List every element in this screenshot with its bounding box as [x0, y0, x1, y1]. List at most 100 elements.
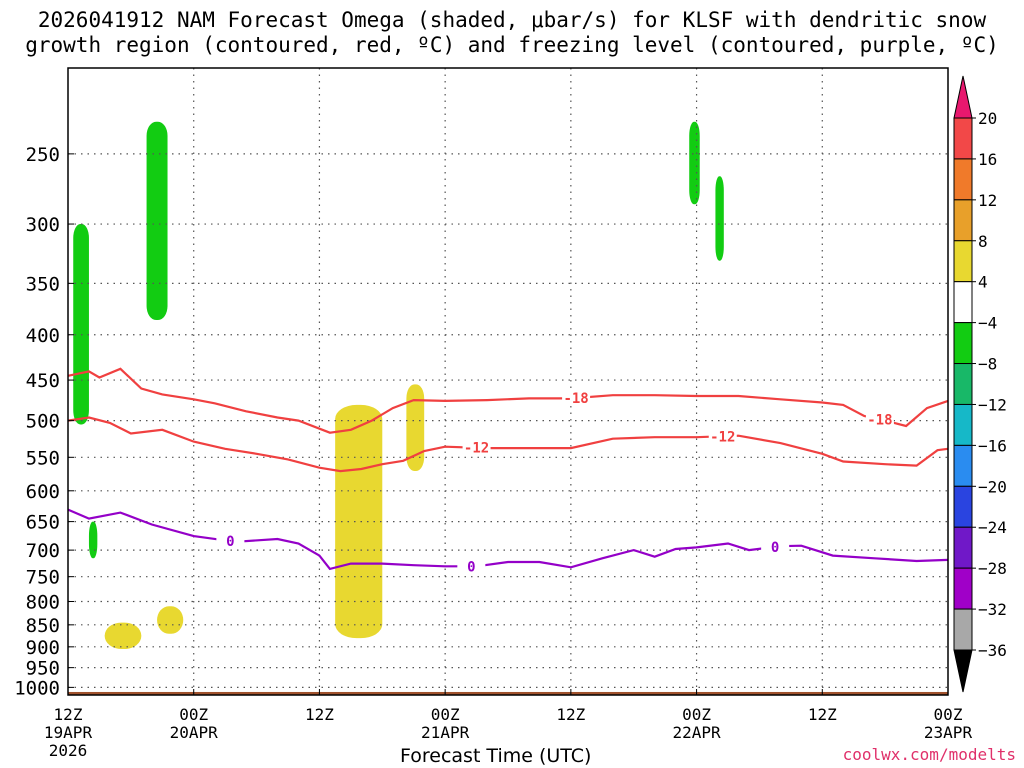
x-tick-label: 19APR	[44, 723, 93, 742]
colorbar-label: −32	[978, 600, 1007, 619]
y-tick-label: 500	[26, 411, 60, 433]
colorbar-label: −36	[978, 641, 1007, 660]
y-tick-label: 400	[26, 325, 60, 347]
colorbar-label: 4	[978, 273, 988, 292]
contour-label: 0	[226, 534, 234, 550]
x-tick-label: 12Z	[54, 705, 83, 724]
contour-label-bg	[462, 440, 491, 455]
y-tick-label: 950	[26, 658, 60, 680]
colorbar-box-8	[953, 444, 973, 487]
y-tick-label: 600	[26, 481, 60, 503]
colorbar-box-10	[953, 526, 973, 569]
x-tick-label: 12Z	[808, 705, 837, 724]
colorbar-box-1	[953, 158, 973, 201]
y-tick-label: 900	[26, 637, 60, 659]
y-tick-label: 1000	[14, 677, 60, 699]
omega-region-4	[88, 521, 98, 559]
y-tick-label: 800	[26, 592, 60, 614]
colorbar-box-7	[953, 403, 973, 446]
x-tick-label: 12Z	[556, 705, 585, 724]
contour-label-bg	[216, 534, 245, 549]
y-tick-label: 650	[26, 512, 60, 534]
colorbar-label: −4	[978, 314, 997, 333]
colorbar-box-3	[953, 240, 973, 283]
x-tick-label: 12Z	[305, 705, 334, 724]
y-tick-label: 550	[26, 447, 60, 469]
omega-shading	[73, 121, 724, 649]
contour-label-bg	[457, 559, 486, 574]
contour-line-1	[67, 416, 949, 473]
y-axis-ticks: 2503003504004505005506006507007508008509…	[14, 144, 74, 699]
x-tick-label: 00Z	[934, 705, 963, 724]
omega-region-5	[335, 404, 383, 639]
colorbar-box-5	[953, 322, 973, 365]
colorbar-box-2	[953, 199, 973, 242]
colorbar-box-4	[953, 281, 973, 324]
omega-region-8	[157, 606, 184, 634]
contour-label-bg	[865, 412, 894, 427]
x-axis-title: Forecast Time (UTC)	[400, 745, 592, 767]
colorbar-box-6	[953, 363, 973, 405]
x-tick-label: 23APR	[924, 723, 973, 742]
colorbar-label: 20	[978, 109, 997, 128]
colorbar-bottom-arrow	[953, 649, 973, 693]
x-tick-label: 2026	[49, 741, 88, 760]
contour-label-bg	[562, 391, 591, 406]
y-tick-label: 450	[26, 370, 60, 392]
colorbar-label: −8	[978, 355, 997, 374]
x-tick-label: 00Z	[179, 705, 208, 724]
colorbar-box-11	[953, 567, 973, 610]
contour-label-bg	[761, 539, 790, 554]
colorbar-label: −24	[978, 518, 1007, 537]
chart-title: 2026041912 NAM Forecast Omega (shaded, μ…	[0, 8, 1024, 58]
colorbar-top-arrow	[953, 75, 973, 119]
colorbar-label: −16	[978, 436, 1007, 455]
ground-layer	[68, 691, 948, 695]
grid-lines	[68, 68, 948, 695]
contour-line-0	[67, 367, 949, 434]
contour-label: -18	[563, 391, 588, 407]
colorbar: 20 16 12 8 4 −4 −8 −12 −16 −20 −24 −28 −32 −36	[953, 75, 1007, 693]
plot-frame	[67, 67, 949, 696]
contour-label: -12	[710, 429, 735, 445]
colorbar-label: −12	[978, 395, 1007, 414]
y-tick-label: 750	[26, 567, 60, 589]
colorbar-box-9	[953, 485, 973, 528]
contour-line-2	[67, 508, 949, 571]
colorbar-label: −28	[978, 559, 1007, 578]
credit-text: coolwx.com/modelts	[842, 745, 1016, 764]
x-tick-label: 21APR	[421, 723, 470, 742]
x-tick-label: 22APR	[672, 723, 721, 742]
colorbar-label: −20	[978, 477, 1007, 496]
chart-title-line2: growth region (contoured, red, ºC) and f…	[25, 33, 999, 57]
contour-label-bg	[708, 429, 737, 444]
colorbar-box-12	[953, 608, 973, 651]
contour-label: 0	[467, 559, 475, 575]
x-tick-label: 00Z	[431, 705, 460, 724]
omega-region-3	[715, 176, 724, 261]
contour-label: 0	[771, 540, 779, 556]
x-tick-label: 20APR	[170, 723, 219, 742]
contour-label: -18	[867, 412, 892, 428]
omega-region-7	[104, 622, 142, 649]
omega-region-1	[146, 121, 168, 321]
ground-fill	[68, 691, 948, 695]
x-tick-label: 00Z	[682, 705, 711, 724]
colorbar-box-0	[953, 117, 973, 160]
contour-lines: -18 -18 -12 -12 0 0 0	[67, 367, 949, 575]
y-tick-label: 250	[26, 144, 60, 166]
colorbar-label: 12	[978, 191, 997, 210]
y-tick-label: 300	[26, 214, 60, 236]
y-tick-label: 350	[26, 273, 60, 295]
contour-label: -12	[464, 441, 489, 457]
omega-region-2	[689, 121, 700, 205]
y-tick-label: 700	[26, 540, 60, 562]
y-tick-label: 850	[26, 615, 60, 637]
colorbar-label: 8	[978, 232, 988, 251]
colorbar-label: 16	[978, 150, 997, 169]
omega-region-0	[73, 224, 89, 425]
omega-region-6	[406, 384, 425, 472]
chart-title-line1: 2026041912 NAM Forecast Omega (shaded, μ…	[37, 8, 987, 32]
